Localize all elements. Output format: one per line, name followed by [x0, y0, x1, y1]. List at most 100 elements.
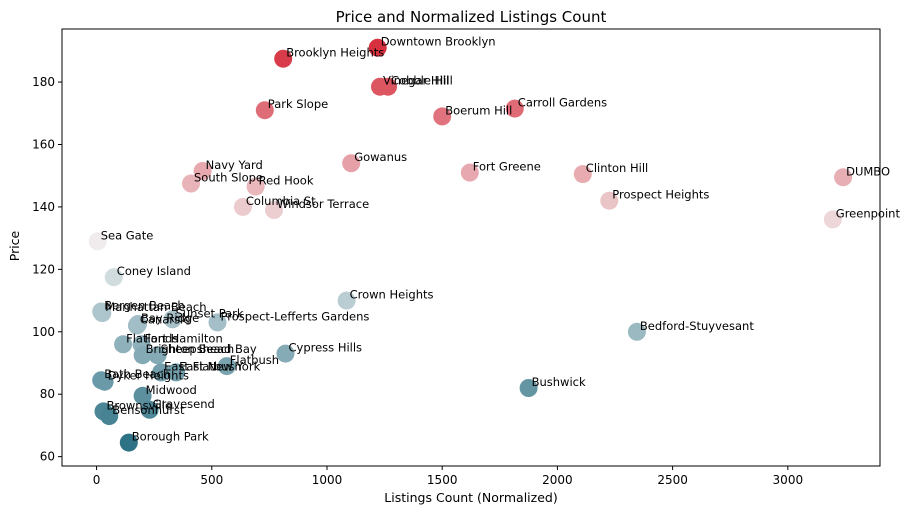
scatter-point	[379, 77, 397, 96]
scatter-point	[505, 99, 524, 118]
y-axis: 60 80 100 120 140 160 180	[32, 75, 62, 464]
y-axis-label: Price	[7, 230, 22, 261]
point-label: South Slope	[194, 171, 263, 185]
point-label: Brownsville	[107, 398, 173, 412]
chart-title: Price and Normalized Listings Count	[336, 8, 607, 26]
scatter-point	[152, 363, 171, 382]
point-label: Cypress Hills	[289, 341, 363, 355]
scatter-point	[93, 304, 112, 323]
plot-area-frame	[61, 28, 881, 467]
scatter-point	[208, 313, 227, 332]
scatter-point	[104, 268, 123, 287]
scatter-point	[246, 177, 265, 196]
point-label: Coney Island	[117, 264, 191, 278]
scatter-point	[148, 346, 167, 365]
point-label: Bergen Beach	[104, 299, 184, 313]
scatter-point	[193, 162, 212, 180]
point-label: Windsor Terrace	[277, 197, 369, 211]
scatter-point	[182, 174, 200, 193]
point-label: Dyker Heights	[108, 369, 189, 383]
scatter-point	[255, 101, 274, 120]
point-label: Bensonhurst	[112, 403, 185, 417]
scatter-point	[133, 346, 152, 365]
y-tick-label: 100	[32, 325, 55, 339]
point-label: Clinton Hill	[586, 161, 648, 175]
x-axis: 0 500 1000 1500 2000 2500 3000	[93, 466, 803, 487]
point-label: Brighton Beach	[146, 342, 235, 356]
point-label: Bath Beach	[104, 367, 170, 381]
point-label: Downtown Brooklyn	[381, 35, 496, 49]
scatter-point	[276, 344, 295, 363]
point-label: Navy Yard	[206, 158, 263, 172]
point-label: Prospect Heights	[612, 188, 709, 202]
x-tick-label: 2500	[657, 473, 688, 487]
scatter-point	[342, 154, 361, 173]
point-label: Crown Heights	[350, 288, 434, 302]
y-tick-label: 180	[32, 75, 55, 89]
point-label: Fort Greene	[473, 160, 541, 174]
x-tick-label: 1500	[427, 473, 458, 487]
scatter-point	[133, 386, 152, 405]
point-label: East New York	[179, 359, 260, 373]
scatter-point	[627, 322, 646, 341]
point-label: Bushwick	[532, 375, 586, 389]
scatter-point	[114, 335, 133, 354]
scatter-point	[823, 210, 842, 229]
scatter-point	[573, 165, 592, 184]
point-label: DUMBO	[846, 164, 890, 178]
scatter-point	[167, 363, 186, 382]
scatter-point	[140, 400, 159, 419]
x-axis-label: Listings Count (Normalized)	[384, 490, 557, 505]
point-label: East Flatbush	[164, 359, 242, 373]
scatter-point	[460, 163, 479, 182]
point-label: Cobble Hill	[391, 74, 453, 88]
point-label: Park Slope	[268, 97, 328, 111]
point-label: Boerum Hill	[445, 103, 512, 117]
scatter-point	[163, 310, 182, 329]
scatter-point	[217, 357, 236, 376]
x-tick-label: 1000	[312, 473, 343, 487]
x-tick-label: 3000	[773, 473, 804, 487]
point-label: Midwood	[146, 383, 197, 397]
point-label: Canarsie	[140, 313, 190, 327]
point-label: Greenpoint	[836, 206, 901, 220]
y-tick-label: 80	[40, 387, 55, 401]
point-label: Vinegar Hill	[383, 74, 449, 88]
scatter-point	[88, 232, 107, 251]
y-tick-label: 60	[40, 450, 55, 464]
point-label: Sheepshead Bay	[161, 342, 257, 356]
scatter-point	[119, 433, 138, 452]
scatter-point	[274, 49, 293, 68]
point-label: Sunset Park	[176, 306, 244, 320]
point-label: Manhattan Beach	[105, 300, 206, 314]
scatter-point	[100, 407, 119, 426]
point-label: Gravesend	[153, 397, 215, 411]
y-tick-label: 120	[32, 262, 55, 276]
points-layer	[88, 38, 853, 452]
point-label: Prospect-Lefferts Gardens	[221, 309, 370, 323]
point-label: Gowanus	[354, 150, 407, 164]
point-label: Flatbush	[230, 353, 279, 367]
point-label: Flatlands	[126, 331, 178, 345]
point-label: Bay Ridge	[141, 311, 199, 325]
point-label: Borough Park	[132, 430, 209, 444]
x-tick-label: 2000	[542, 473, 573, 487]
scatter-point	[433, 107, 452, 126]
scatter-point	[600, 191, 619, 210]
scatter-point	[368, 38, 387, 57]
scatter-point	[337, 291, 356, 310]
point-label: Fort Hamilton	[145, 331, 223, 345]
point-label: Carroll Gardens	[518, 96, 607, 110]
scatter-point	[834, 168, 853, 187]
point-label: Columbia St	[246, 194, 316, 208]
x-tick-label: 500	[200, 473, 223, 487]
scatter-point	[127, 316, 146, 335]
scatter-point	[265, 201, 283, 219]
point-label: Red Hook	[259, 174, 314, 188]
x-tick-label: 0	[93, 473, 101, 487]
point-label: Bedford-Stuyvesant	[640, 319, 754, 333]
scatter-point	[519, 379, 538, 397]
scatter-point	[233, 197, 252, 216]
